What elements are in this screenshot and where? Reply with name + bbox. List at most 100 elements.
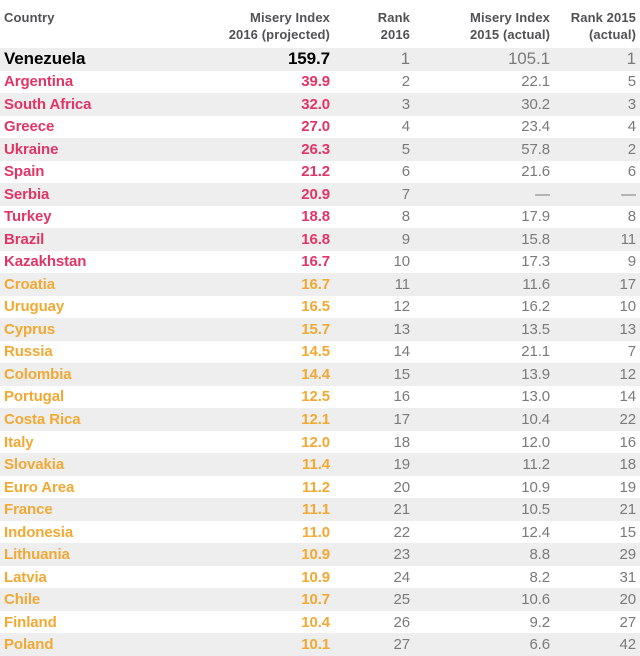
cell-country: Ukraine <box>4 140 59 158</box>
table-row: Cyprus 15.7 13 13.5 13 <box>0 318 640 341</box>
cell-country: Uruguay <box>4 298 65 316</box>
column-header-rank-2016: Rank 2016 <box>330 9 410 48</box>
cell-rank2016: 10 <box>393 253 411 271</box>
cell-rank2015: 16 <box>619 433 637 451</box>
cell-rank2015: 14 <box>619 388 637 406</box>
cell-mi2016: 11.0 <box>302 523 330 541</box>
cell-rank2016: 4 <box>401 118 410 136</box>
cell-rank2015: 11 <box>620 230 636 248</box>
cell-mi2015: 23.4 <box>521 118 550 136</box>
cell-rank2015: 5 <box>627 73 636 91</box>
cell-rank2015: 10 <box>619 298 637 316</box>
column-header-misery-2015: Misery Index 2015 (actual) <box>410 9 550 48</box>
column-header-line2: 2016 (projected) <box>228 27 330 42</box>
cell-rank2016: 11 <box>394 275 410 293</box>
cell-mi2016: 32.0 <box>301 95 330 113</box>
cell-rank2015: 17 <box>619 275 637 293</box>
cell-country: France <box>4 501 53 519</box>
cell-mi2016: 14.4 <box>301 365 330 383</box>
cell-country: Venezuela <box>4 49 86 69</box>
cell-country: Brazil <box>4 230 45 248</box>
cell-country: Finland <box>4 613 57 631</box>
table-row: Chile 10.7 25 10.6 20 <box>0 588 640 611</box>
table-row: Kazakhstan 16.7 10 17.3 9 <box>0 251 640 274</box>
cell-mi2015: 105.1 <box>507 49 550 69</box>
table-row: Poland 10.1 27 6.6 42 <box>0 633 640 656</box>
cell-rank2016: 15 <box>393 365 411 383</box>
cell-rank2016: 19 <box>393 456 411 474</box>
cell-mi2015: — <box>535 185 550 203</box>
cell-mi2015: 57.8 <box>521 140 550 158</box>
cell-mi2015: 17.3 <box>521 253 550 271</box>
table-row: Costa Rica 12.1 17 10.4 22 <box>0 408 640 431</box>
cell-country: Poland <box>4 636 54 654</box>
cell-rank2015: 20 <box>619 591 637 609</box>
cell-mi2015: 21.1 <box>521 343 550 361</box>
cell-rank2016: 25 <box>393 591 411 609</box>
cell-mi2016: 18.8 <box>301 208 330 226</box>
cell-mi2016: 11.2 <box>302 478 330 496</box>
table-row: Spain 21.2 6 21.6 6 <box>0 161 640 184</box>
cell-mi2016: 39.9 <box>301 73 330 91</box>
cell-rank2016: 12 <box>393 298 411 316</box>
column-header-line1: Misery Index <box>250 10 330 25</box>
table-row: Russia 14.5 14 21.1 7 <box>0 341 640 364</box>
cell-rank2015: — <box>621 185 636 203</box>
cell-country: Turkey <box>4 208 52 226</box>
cell-rank2015: 18 <box>619 456 637 474</box>
table-row: Brazil 16.8 9 15.8 11 <box>0 228 640 251</box>
table-row: Greece 27.0 4 23.4 4 <box>0 116 640 139</box>
table-row: Italy 12.0 18 12.0 16 <box>0 431 640 454</box>
table-row: Lithuania 10.9 23 8.8 29 <box>0 543 640 566</box>
cell-country: Costa Rica <box>4 411 81 428</box>
cell-mi2016: 10.4 <box>301 613 330 631</box>
cell-rank2016: 2 <box>401 73 410 91</box>
cell-mi2015: 30.2 <box>521 95 550 113</box>
cell-rank2016: 9 <box>401 230 410 248</box>
table-row: Serbia 20.9 7 — — <box>0 183 640 206</box>
table-row: Turkey 18.8 8 17.9 8 <box>0 206 640 229</box>
cell-rank2015: 15 <box>619 523 637 541</box>
cell-mi2016: 11.4 <box>302 456 330 474</box>
cell-mi2015: 22.1 <box>521 73 550 91</box>
cell-mi2016: 16.5 <box>301 298 330 316</box>
table-row: Finland 10.4 26 9.2 27 <box>0 611 640 634</box>
cell-mi2015: 11.6 <box>522 275 550 293</box>
cell-mi2016: 10.9 <box>301 568 330 586</box>
cell-mi2016: 159.7 <box>287 49 330 69</box>
column-header-line2: (actual) <box>588 27 636 42</box>
cell-rank2016: 20 <box>393 478 411 496</box>
cell-rank2015: 1 <box>626 49 636 69</box>
cell-mi2016: 12.5 <box>301 388 330 406</box>
cell-rank2016: 16 <box>393 388 411 406</box>
cell-country: Chile <box>4 591 41 609</box>
cell-mi2016: 15.7 <box>301 320 330 338</box>
column-header-line1: Rank 2015 <box>570 10 636 25</box>
column-header-rank-2015: Rank 2015 (actual) <box>550 9 636 48</box>
cell-country: South Africa <box>4 95 92 113</box>
cell-mi2016: 21.2 <box>301 163 330 181</box>
cell-country: Lithuania <box>4 546 70 564</box>
cell-rank2016: 3 <box>401 95 410 113</box>
cell-rank2015: 21 <box>619 501 637 519</box>
table-row: Portugal 12.5 16 13.0 14 <box>0 386 640 409</box>
cell-mi2016: 12.1 <box>301 411 330 428</box>
cell-rank2015: 6 <box>627 163 636 181</box>
table-row: Ukraine 26.3 5 57.8 2 <box>0 138 640 161</box>
table-row: Colombia 14.4 15 13.9 12 <box>0 363 640 386</box>
table-header: Country Misery Index 2016 (projected) Ra… <box>0 0 640 48</box>
cell-country: Argentina <box>4 73 74 91</box>
cell-rank2015: 2 <box>627 140 636 158</box>
cell-mi2016: 10.1 <box>301 636 330 654</box>
cell-mi2016: 12.0 <box>301 433 330 451</box>
table-row: Indonesia 11.0 22 12.4 15 <box>0 521 640 544</box>
cell-rank2015: 13 <box>619 320 637 338</box>
cell-mi2016: 16.7 <box>301 275 330 293</box>
cell-rank2015: 4 <box>627 118 636 136</box>
cell-mi2016: 20.9 <box>301 185 330 203</box>
cell-mi2015: 12.4 <box>521 523 550 541</box>
cell-mi2015: 8.2 <box>529 568 550 586</box>
cell-mi2015: 13.5 <box>521 320 550 338</box>
column-header-country: Country <box>4 9 210 48</box>
cell-mi2015: 9.2 <box>529 613 550 631</box>
